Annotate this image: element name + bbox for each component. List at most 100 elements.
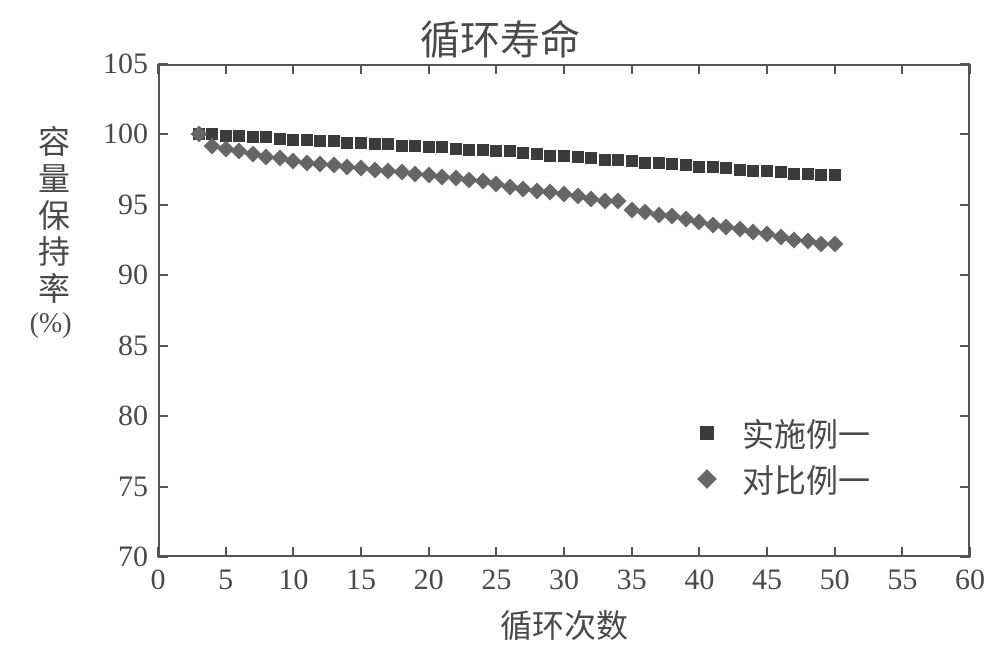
legend-label: 对比例一	[742, 456, 870, 502]
x-tick-mark	[495, 64, 497, 74]
x-tick-mark	[495, 547, 497, 557]
series1-point	[247, 131, 259, 143]
series1-point	[720, 162, 732, 174]
series1-point	[666, 158, 678, 170]
series1-point	[680, 159, 692, 171]
series1-point	[734, 164, 746, 176]
series1-point	[504, 145, 516, 157]
series1-point	[693, 161, 705, 173]
x-tick-mark	[631, 547, 633, 557]
series1-point	[775, 166, 787, 178]
x-tick-mark	[563, 64, 565, 74]
x-tick-label: 0	[151, 563, 166, 597]
x-tick-label: 40	[684, 563, 714, 597]
y-tick-mark	[158, 274, 168, 276]
series1-point	[382, 138, 394, 150]
series1-point	[517, 147, 529, 159]
x-tick-mark	[563, 547, 565, 557]
legend-item: 实施例一	[700, 410, 870, 456]
y-tick-mark	[158, 415, 168, 417]
square-marker-icon	[700, 426, 714, 440]
x-tick-label: 50	[820, 563, 850, 597]
x-tick-label: 60	[955, 563, 985, 597]
diamond-marker-icon	[697, 469, 717, 489]
x-tick-mark	[969, 64, 971, 74]
x-tick-mark	[360, 64, 362, 74]
series1-point	[463, 144, 475, 156]
x-tick-mark	[631, 64, 633, 74]
x-tick-mark	[225, 64, 227, 74]
series1-point	[355, 137, 367, 149]
series1-point	[301, 134, 313, 146]
x-tick-label: 10	[278, 563, 308, 597]
series1-point	[450, 143, 462, 155]
series1-point	[369, 138, 381, 150]
x-tick-mark	[766, 64, 768, 74]
series1-point	[531, 148, 543, 160]
x-tick-label: 25	[481, 563, 511, 597]
series1-point	[409, 140, 421, 152]
x-tick-label: 45	[752, 563, 782, 597]
x-tick-mark	[766, 547, 768, 557]
series1-point	[747, 165, 759, 177]
y-tick-mark	[960, 133, 970, 135]
y-tick-mark	[158, 556, 168, 558]
series1-point	[341, 137, 353, 149]
series1-point	[287, 134, 299, 146]
y-tick-mark	[960, 345, 970, 347]
series1-point	[599, 154, 611, 166]
y-tick-mark	[960, 486, 970, 488]
series1-point	[490, 145, 502, 157]
y-tick-label: 85	[118, 329, 148, 363]
y-tick-label: 100	[103, 117, 148, 151]
chart-title: 循环寿命	[0, 8, 1000, 66]
series1-point	[639, 157, 651, 169]
x-tick-mark	[901, 64, 903, 74]
x-tick-mark	[292, 64, 294, 74]
series1-point	[558, 150, 570, 162]
y-tick-mark	[158, 133, 168, 135]
x-tick-mark	[428, 64, 430, 74]
y-tick-label: 95	[118, 188, 148, 222]
series1-point	[260, 131, 272, 143]
y-tick-mark	[158, 63, 168, 65]
x-tick-label: 20	[414, 563, 444, 597]
x-tick-label: 15	[346, 563, 376, 597]
x-tick-mark	[157, 547, 159, 557]
series1-point	[653, 157, 665, 169]
y-tick-label: 75	[118, 470, 148, 504]
y-tick-mark	[158, 345, 168, 347]
x-tick-mark	[698, 64, 700, 74]
x-tick-mark	[969, 547, 971, 557]
series1-point	[436, 141, 448, 153]
series1-point	[233, 130, 245, 142]
series1-point	[477, 144, 489, 156]
y-tick-mark	[158, 204, 168, 206]
series1-point	[274, 133, 286, 145]
x-tick-mark	[698, 547, 700, 557]
series1-point	[802, 168, 814, 180]
x-axis-label: 循环次数	[158, 601, 970, 647]
x-tick-mark	[157, 64, 159, 74]
series1-point	[761, 165, 773, 177]
y-tick-label: 70	[118, 540, 148, 574]
legend-label: 实施例一	[742, 410, 870, 456]
x-tick-mark	[292, 547, 294, 557]
series1-point	[423, 141, 435, 153]
y-tick-mark	[158, 486, 168, 488]
y-tick-mark	[960, 204, 970, 206]
x-tick-mark	[834, 547, 836, 557]
x-tick-label: 30	[549, 563, 579, 597]
series1-point	[328, 135, 340, 147]
y-tick-mark	[960, 274, 970, 276]
x-tick-mark	[225, 547, 227, 557]
y-tick-label: 105	[103, 47, 148, 81]
x-tick-mark	[834, 64, 836, 74]
x-tick-mark	[360, 547, 362, 557]
series1-point	[585, 152, 597, 164]
series1-point	[314, 135, 326, 147]
series1-point	[572, 151, 584, 163]
series1-point	[626, 155, 638, 167]
series1-point	[544, 150, 556, 162]
y-axis-label: 容量保持率(%)	[38, 124, 70, 340]
